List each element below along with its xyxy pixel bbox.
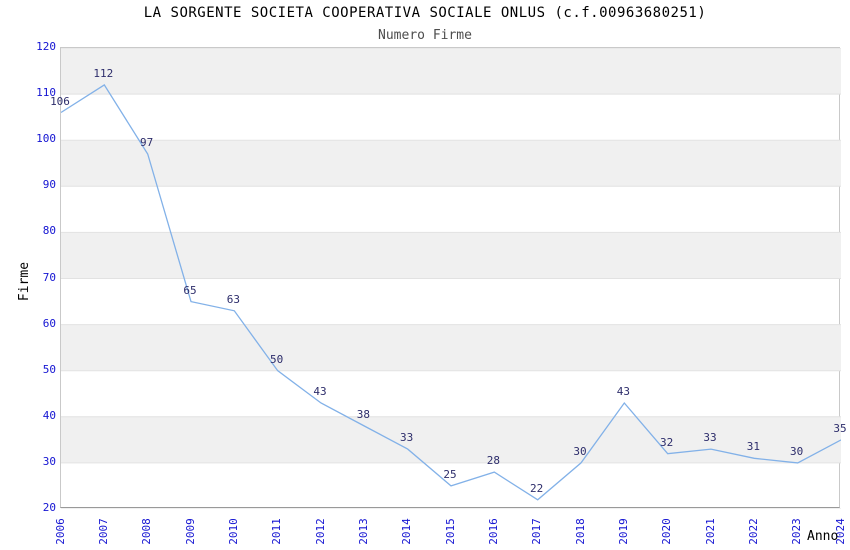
data-point-label: 22 [530,481,544,495]
data-point-label: 32 [660,435,674,449]
data-point-label: 50 [270,352,284,366]
data-point-label: 33 [703,431,717,445]
y-tick-label: 110 [36,86,56,100]
data-point-label: 106 [50,94,70,108]
chart-subtitle: Numero Firme [378,28,472,43]
y-tick-label: 20 [42,501,56,514]
x-tick-label: 2015 [433,512,467,550]
x-tick-label: 2006 [43,512,77,550]
data-point-label: 38 [356,408,370,422]
x-tick-label: 2016 [476,512,510,550]
x-tick-label: 2008 [130,512,164,550]
x-tick-label-text: 2011 [270,517,284,545]
y-tick-label: 30 [42,454,56,468]
x-tick-label-text: 2020 [660,517,674,545]
grid-band [61,232,841,279]
x-tick-label: 2014 [390,512,424,550]
data-point-label: 30 [790,444,804,458]
x-tick-label: 2011 [260,512,294,550]
y-tick-label: 50 [42,362,56,376]
x-tick-label-text: 2019 [616,517,630,545]
y-tick-label: 100 [36,132,56,146]
x-tick-label-text: 2018 [573,517,587,545]
data-point-label: 63 [226,292,240,306]
grid-band [61,48,841,95]
data-point-label: 25 [443,467,457,481]
x-tick-label-text: 2023 [790,517,804,545]
grid-band [61,140,841,187]
x-tick-label: 2013 [346,512,380,550]
grid-band [61,324,841,371]
x-tick-label-text: 2012 [313,517,327,545]
data-point-label: 33 [400,431,414,445]
x-tick-label: 2020 [650,512,684,550]
x-tick-label-text: 2013 [356,517,370,545]
x-tick-label: 2021 [693,512,727,550]
x-tick-label-text: 2022 [746,517,760,545]
x-tick-label-text: 2007 [96,517,110,545]
data-point-label: 43 [313,384,327,398]
x-tick-label-text: 2009 [183,517,197,545]
y-tick-label: 40 [42,408,56,422]
y-tick-label: 90 [42,178,56,192]
data-point-label: 65 [183,283,197,297]
data-point-label: 35 [833,421,847,435]
x-tick-label-text: 2015 [443,517,457,545]
data-point-label: 31 [746,440,760,454]
chart-title: LA SORGENTE SOCIETA COOPERATIVA SOCIALE … [143,5,707,21]
grid-band [61,416,841,463]
line-chart-svg [61,48,841,509]
data-point-label: 30 [573,444,587,458]
data-point-label: 97 [140,136,154,150]
x-tick-label-text: 2021 [703,517,717,545]
x-tick-label-text: 2010 [226,517,240,545]
y-tick-label: 70 [42,270,56,284]
y-tick-label: 120 [36,40,56,53]
x-tick-label-text: 2014 [400,517,414,545]
x-tick-label: 2019 [606,512,640,550]
x-tick-label: 2009 [173,512,207,550]
x-tick-label: 2018 [563,512,597,550]
plot-area [60,47,841,509]
x-tick-label: 2007 [86,512,120,550]
x-axis-title: Anno [807,529,839,544]
x-tick-label-text: 2017 [530,517,544,545]
data-point-label: 112 [93,66,114,80]
x-tick-label: 2010 [216,512,250,550]
y-tick-label: 80 [42,224,56,238]
data-point-label: 28 [486,454,500,468]
x-tick-label: 2017 [520,512,554,550]
x-tick-label-text: 2016 [486,517,500,545]
x-tick-label: 2022 [736,512,770,550]
data-point-label: 43 [616,384,630,398]
y-tick-label: 60 [42,316,56,330]
x-tick-label-text: 2008 [140,517,154,545]
x-tick-label-text: 2006 [53,517,67,545]
x-tick-label: 2012 [303,512,337,550]
series-line [61,84,841,501]
